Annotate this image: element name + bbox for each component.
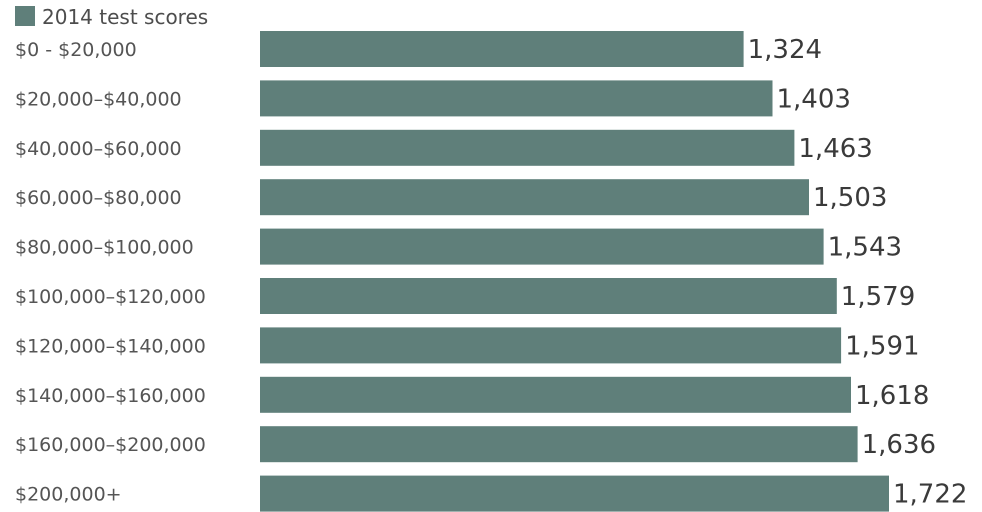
value-label-200-000plus: 1,722 (893, 480, 967, 510)
bars-group (260, 31, 889, 512)
category-labels: $0 - $20,000 $20,000–$40,000 $40,000–$60,0… (15, 39, 206, 506)
category-label-0-20-000: $0 - $20,000 (15, 39, 137, 61)
bar-20-000-40-000 (260, 80, 773, 117)
value-label-120-000-140-000: 1,591 (845, 331, 919, 361)
category-label-60-000-80-000: $60,000–$80,000 (15, 187, 182, 209)
category-label-200-000plus: $200,000+ (15, 484, 122, 506)
value-label-100-000-120-000: 1,579 (841, 282, 915, 312)
bar-0-20-000 (260, 31, 744, 67)
legend: 2014 test scores (15, 5, 208, 29)
value-label-40-000-60-000: 1,463 (798, 134, 872, 164)
value-label-20-000-40-000: 1,403 (777, 84, 851, 114)
bar-140-000-160-000 (260, 376, 851, 413)
value-label-80-000-100-000: 1,543 (828, 233, 902, 263)
value-label-140-000-160-000: 1,618 (855, 381, 929, 411)
category-label-160-000-200-000: $160,000–$200,000 (15, 434, 206, 456)
value-labels: 1,324 1,403 1,463 1,503 1,543 1,579 1,591 1,618… (748, 35, 968, 510)
bar-80-000-100-000 (260, 228, 824, 265)
category-label-140-000-160-000: $140,000–$160,000 (15, 385, 206, 407)
legend-swatch (15, 6, 35, 26)
category-label-80-000-100-000: $80,000–$100,000 (15, 237, 194, 259)
legend-label-2014-test-scores: 2014 test scores (42, 5, 208, 29)
value-label-60-000-80-000: 1,503 (813, 183, 887, 213)
value-label-0-20-000: 1,324 (748, 35, 822, 65)
bar-120-000-140-000 (260, 327, 842, 364)
value-label-160-000-200-000: 1,636 (862, 430, 936, 460)
category-label-100-000-120-000: $100,000–$120,000 (15, 286, 206, 308)
bar-160-000-200-000 (260, 426, 858, 463)
bar-100-000-120-000 (260, 278, 837, 314)
bar-60-000-80-000 (260, 179, 809, 216)
category-label-20-000-40-000: $20,000–$40,000 (15, 88, 182, 110)
bar-200-000plus (260, 475, 889, 512)
category-label-40-000-60-000: $40,000–$60,000 (15, 138, 182, 160)
bar-40-000-60-000 (260, 129, 795, 166)
category-label-120-000-140-000: $120,000–$140,000 (15, 335, 206, 357)
